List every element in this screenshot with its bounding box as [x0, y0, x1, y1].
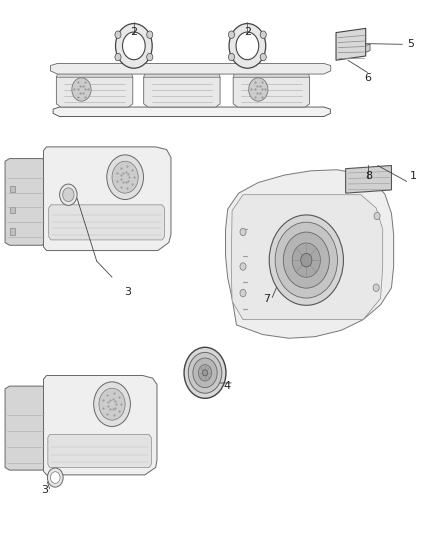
Circle shape — [260, 31, 266, 38]
Circle shape — [115, 31, 121, 38]
Bar — [11, 185, 14, 192]
Polygon shape — [144, 74, 220, 107]
Text: 3: 3 — [124, 287, 131, 297]
Circle shape — [374, 212, 380, 220]
Circle shape — [229, 31, 235, 38]
Circle shape — [60, 184, 77, 205]
Circle shape — [115, 53, 121, 61]
Circle shape — [283, 232, 329, 288]
Circle shape — [202, 370, 208, 376]
Polygon shape — [346, 165, 392, 193]
Text: 6: 6 — [364, 73, 371, 83]
Bar — [11, 228, 14, 235]
Polygon shape — [233, 72, 310, 77]
Bar — [11, 207, 14, 213]
Circle shape — [184, 348, 226, 398]
Polygon shape — [50, 63, 331, 74]
Polygon shape — [366, 44, 370, 52]
Polygon shape — [226, 169, 394, 338]
Circle shape — [301, 253, 312, 267]
Circle shape — [236, 32, 259, 60]
Polygon shape — [53, 107, 330, 117]
Text: 7: 7 — [264, 294, 271, 304]
Circle shape — [94, 382, 131, 426]
Polygon shape — [49, 205, 164, 240]
Circle shape — [116, 23, 152, 68]
Circle shape — [229, 23, 266, 68]
Circle shape — [72, 78, 91, 101]
Circle shape — [63, 188, 74, 201]
Polygon shape — [48, 434, 151, 467]
Circle shape — [240, 289, 246, 297]
Circle shape — [47, 468, 63, 487]
Circle shape — [107, 155, 144, 199]
Text: 2: 2 — [244, 27, 251, 37]
Polygon shape — [233, 74, 310, 107]
Circle shape — [229, 53, 235, 61]
Circle shape — [275, 222, 338, 298]
Circle shape — [193, 358, 217, 387]
Text: 3: 3 — [41, 485, 48, 495]
Text: 2: 2 — [130, 27, 138, 37]
Polygon shape — [57, 74, 133, 107]
Circle shape — [50, 472, 60, 483]
Polygon shape — [5, 159, 46, 245]
Circle shape — [260, 53, 266, 61]
Polygon shape — [144, 72, 220, 77]
Circle shape — [99, 388, 125, 420]
Circle shape — [240, 263, 246, 270]
Polygon shape — [57, 72, 133, 77]
Circle shape — [373, 284, 379, 292]
Polygon shape — [5, 386, 46, 470]
Polygon shape — [43, 147, 171, 251]
Circle shape — [249, 78, 268, 101]
Circle shape — [188, 352, 222, 393]
Text: 4: 4 — [223, 381, 230, 391]
Text: 8: 8 — [365, 171, 372, 181]
Polygon shape — [43, 375, 157, 475]
Polygon shape — [231, 195, 383, 320]
Circle shape — [198, 365, 212, 381]
Circle shape — [269, 215, 343, 305]
Text: 1: 1 — [410, 171, 417, 181]
Polygon shape — [336, 28, 366, 60]
Text: 5: 5 — [408, 39, 415, 49]
Circle shape — [147, 31, 153, 38]
Circle shape — [112, 161, 138, 193]
Circle shape — [292, 243, 321, 277]
Circle shape — [240, 228, 246, 236]
Circle shape — [147, 53, 153, 61]
Circle shape — [123, 32, 145, 60]
